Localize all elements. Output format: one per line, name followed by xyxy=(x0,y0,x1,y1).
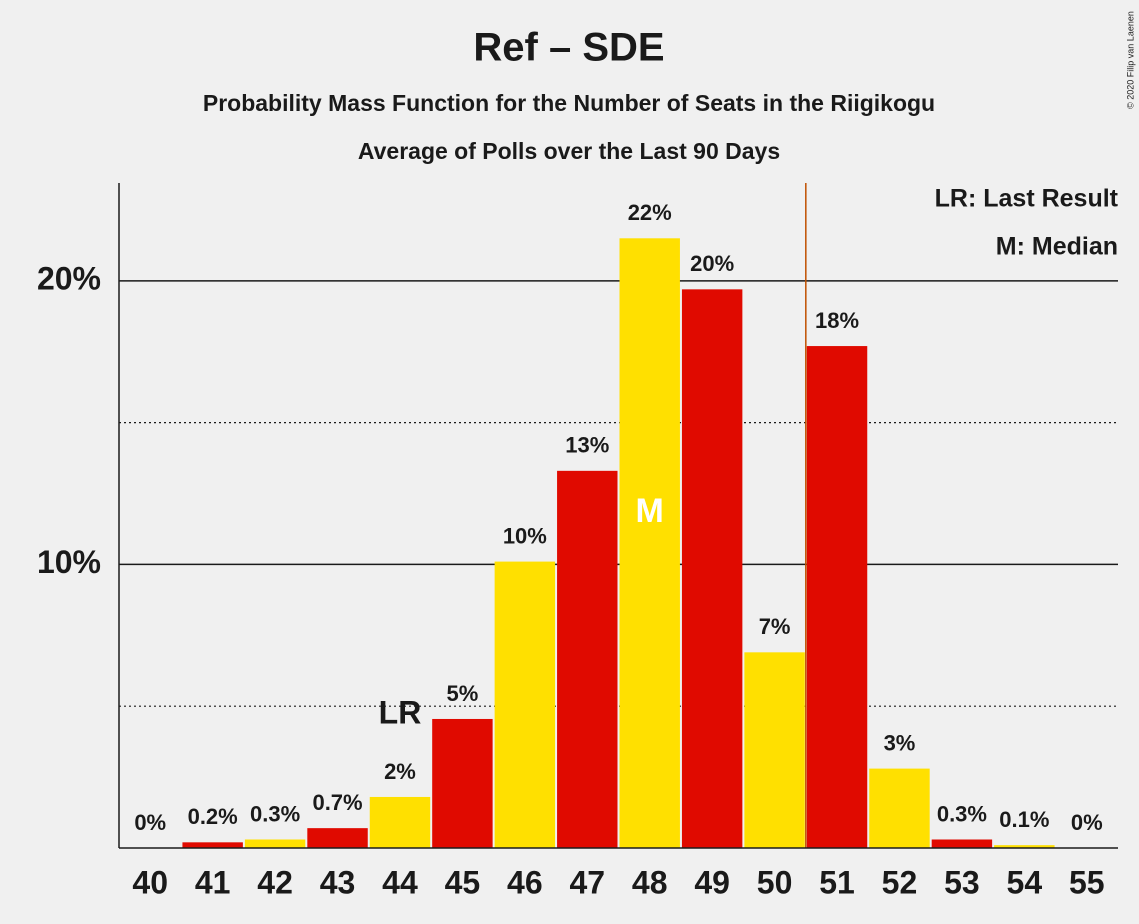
bar xyxy=(806,346,868,848)
bar xyxy=(869,768,930,848)
value-label: 0.2% xyxy=(188,804,238,829)
x-tick-label: 44 xyxy=(382,864,418,900)
bar xyxy=(619,238,680,848)
x-tick-label: 54 xyxy=(1007,864,1043,900)
value-label: 0.1% xyxy=(999,807,1049,832)
y-tick-label: 20% xyxy=(37,260,101,296)
value-label: 0% xyxy=(1071,810,1103,835)
x-tick-label: 42 xyxy=(257,864,293,900)
last-result-label: LR xyxy=(379,694,422,730)
chart-subtitle: Average of Polls over the Last 90 Days xyxy=(358,138,780,164)
y-tick-label: 10% xyxy=(37,544,101,580)
chart-subtitle: Probability Mass Function for the Number… xyxy=(203,90,935,116)
x-tick-label: 41 xyxy=(195,864,231,900)
x-tick-label: 47 xyxy=(569,864,605,900)
legend-entry: LR: Last Result xyxy=(935,185,1119,213)
x-tick-label: 52 xyxy=(882,864,918,900)
x-tick-label: 45 xyxy=(445,864,481,900)
bar xyxy=(494,561,556,848)
x-tick-label: 53 xyxy=(944,864,980,900)
bar xyxy=(369,796,431,848)
bar xyxy=(931,839,993,848)
bar xyxy=(681,289,743,849)
value-label: 2% xyxy=(384,759,416,784)
bar xyxy=(432,718,493,848)
value-label: 0.3% xyxy=(250,801,300,826)
bar xyxy=(244,839,306,848)
value-label: 0.3% xyxy=(937,801,987,826)
bar xyxy=(557,470,618,848)
median-label: M xyxy=(636,492,664,530)
value-label: 5% xyxy=(447,681,479,706)
value-label: 18% xyxy=(815,308,859,333)
x-tick-label: 49 xyxy=(694,864,730,900)
bar xyxy=(307,828,368,848)
bar xyxy=(744,652,805,848)
x-tick-label: 48 xyxy=(632,864,668,900)
value-label: 0.7% xyxy=(312,790,362,815)
legend-entry: M: Median xyxy=(996,233,1118,261)
value-label: 3% xyxy=(884,730,916,755)
value-label: 22% xyxy=(628,200,672,225)
bar xyxy=(994,845,1055,848)
x-tick-label: 50 xyxy=(757,864,793,900)
x-tick-label: 43 xyxy=(320,864,356,900)
copyright: © 2020 Filip van Laenen xyxy=(1125,11,1135,109)
bar xyxy=(182,842,243,848)
x-tick-label: 51 xyxy=(819,864,855,900)
value-label: 10% xyxy=(503,523,547,548)
value-label: 13% xyxy=(565,433,609,458)
x-tick-label: 55 xyxy=(1069,864,1105,900)
x-tick-label: 46 xyxy=(507,864,543,900)
x-tick-label: 40 xyxy=(132,864,168,900)
value-label: 0% xyxy=(134,810,166,835)
value-label: 20% xyxy=(690,251,734,276)
chart-title: Ref – SDE xyxy=(473,26,664,70)
value-label: 7% xyxy=(759,614,791,639)
